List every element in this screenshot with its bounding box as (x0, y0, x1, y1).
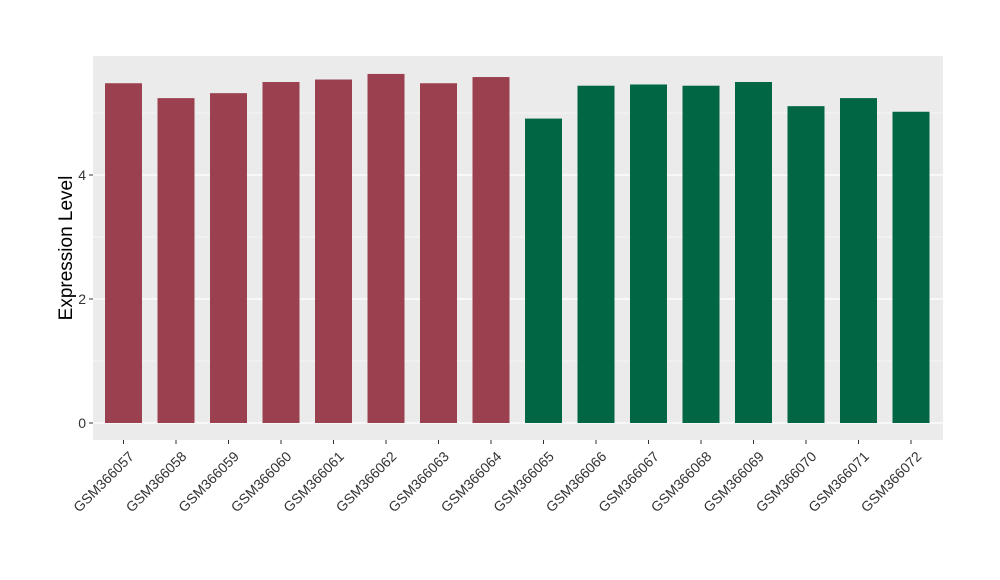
bar-GSM366071 (840, 98, 877, 424)
bar-GSM366068 (682, 85, 720, 423)
bars (105, 73, 930, 424)
bar-GSM366069 (735, 82, 772, 423)
bar-GSM366072 (892, 111, 930, 423)
y-tick-label: 0 (78, 415, 86, 431)
bar-GSM366057 (105, 83, 142, 424)
y-axis-title: Expression Level (56, 176, 77, 321)
bar-GSM366061 (315, 79, 352, 424)
bar-GSM366059 (210, 93, 247, 423)
bar-GSM366070 (787, 106, 825, 424)
bar-GSM366062 (367, 73, 405, 423)
bar-GSM366066 (577, 85, 615, 423)
x-axis: GSM366057GSM366058GSM366059GSM366060GSM3… (70, 440, 925, 515)
bar-GSM366067 (630, 84, 667, 423)
y-tick-label: 2 (78, 291, 86, 307)
bar-GSM366058 (157, 98, 195, 424)
bar-GSM366060 (262, 82, 300, 423)
y-axis: 0 2 4 (78, 167, 93, 431)
y-tick-label: 4 (78, 167, 86, 183)
bar-GSM366065 (525, 118, 562, 423)
bar-GSM366064 (472, 77, 510, 423)
bar-GSM366063 (420, 83, 457, 424)
